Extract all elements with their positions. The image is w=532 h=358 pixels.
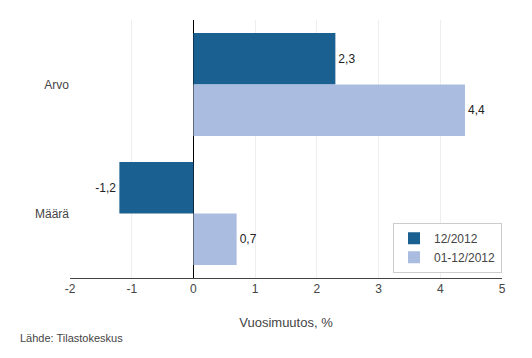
svg-text:4: 4 <box>437 282 444 296</box>
svg-text:2: 2 <box>314 282 321 296</box>
svg-text:0: 0 <box>190 282 197 296</box>
svg-text:-2: -2 <box>65 282 76 296</box>
svg-text:5: 5 <box>499 282 506 296</box>
svg-text:-1: -1 <box>126 282 137 296</box>
svg-text:Määrä: Määrä <box>35 207 69 221</box>
svg-text:1: 1 <box>252 282 259 296</box>
svg-text:2,3: 2,3 <box>338 52 355 66</box>
svg-text:-1,2: -1,2 <box>95 181 116 195</box>
svg-text:3: 3 <box>375 282 382 296</box>
svg-text:12/2012: 12/2012 <box>434 232 478 246</box>
svg-text:Lähde: Tilastokeskus: Lähde: Tilastokeskus <box>20 332 123 344</box>
svg-text:0,7: 0,7 <box>240 232 257 246</box>
svg-text:01-12/2012: 01-12/2012 <box>434 251 495 265</box>
svg-text:4,4: 4,4 <box>468 103 485 117</box>
svg-text:Arvo: Arvo <box>44 78 69 92</box>
svg-text:Vuosimuutos, %: Vuosimuutos, % <box>239 315 333 330</box>
